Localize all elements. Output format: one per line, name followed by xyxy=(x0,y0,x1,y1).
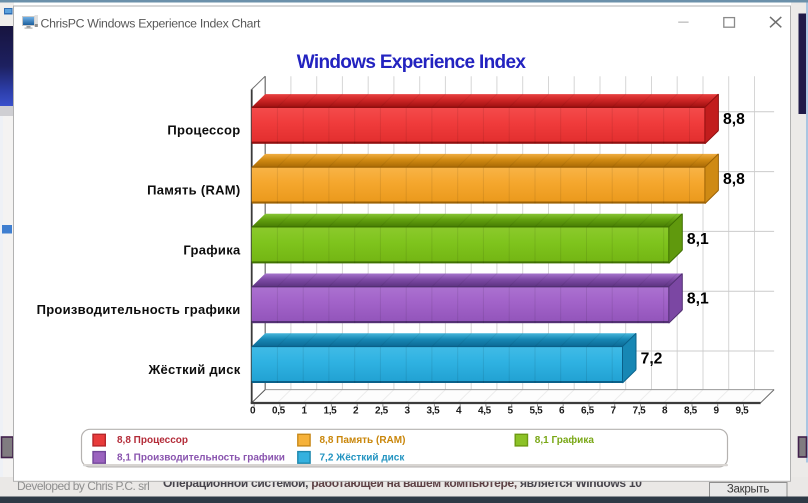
svg-text:7,2: 7,2 xyxy=(641,350,663,367)
svg-text:8,8: 8,8 xyxy=(723,171,745,188)
svg-text:6: 6 xyxy=(559,406,565,417)
svg-text:Память (RAM): Память (RAM) xyxy=(147,183,240,198)
svg-text:8,1 Графика: 8,1 Графика xyxy=(535,434,595,446)
svg-text:9: 9 xyxy=(714,406,720,417)
svg-text:Жёсткий диск: Жёсткий диск xyxy=(147,362,240,377)
svg-text:Производительность графики: Производительность графики xyxy=(37,302,241,317)
svg-text:Developed by Chris P.C. srl: Developed by Chris P.C. srl xyxy=(17,479,149,493)
svg-text:0: 0 xyxy=(250,406,256,417)
svg-text:7,2 Жёсткий диск: 7,2 Жёсткий диск xyxy=(320,453,406,464)
svg-text:8,1: 8,1 xyxy=(687,291,709,308)
svg-text:9,5: 9,5 xyxy=(736,406,750,417)
svg-text:1,5: 1,5 xyxy=(324,406,338,417)
svg-text:6,5: 6,5 xyxy=(581,406,595,417)
svg-text:Процессор: Процессор xyxy=(167,123,240,138)
svg-text:8,8: 8,8 xyxy=(723,111,745,128)
svg-text:ChrisPC Windows Experience Ind: ChrisPC Windows Experience Index Chart xyxy=(41,16,261,30)
svg-text:8,1 Производительность графики: 8,1 Производительность графики xyxy=(117,452,285,464)
svg-text:5: 5 xyxy=(508,406,514,417)
svg-text:8: 8 xyxy=(662,406,668,417)
svg-text:Windows Experience Index: Windows Experience Index xyxy=(297,52,527,73)
svg-text:3: 3 xyxy=(405,406,411,417)
svg-text:4: 4 xyxy=(456,406,462,417)
svg-text:3,5: 3,5 xyxy=(427,406,441,417)
svg-text:7,5: 7,5 xyxy=(633,406,647,417)
svg-text:0,5: 0,5 xyxy=(272,406,286,417)
svg-text:Графика: Графика xyxy=(183,242,241,257)
svg-text:4,5: 4,5 xyxy=(478,406,492,417)
svg-text:Закрыть: Закрыть xyxy=(727,484,770,496)
svg-text:5,5: 5,5 xyxy=(530,406,544,417)
svg-text:1: 1 xyxy=(302,406,308,417)
svg-text:8,8 Память (RAM): 8,8 Память (RAM) xyxy=(320,435,406,446)
svg-text:2: 2 xyxy=(353,406,359,417)
svg-text:8,8 Процессор: 8,8 Процессор xyxy=(117,435,188,446)
svg-text:7: 7 xyxy=(611,406,617,417)
svg-text:8,5: 8,5 xyxy=(684,406,698,417)
svg-text:8,1: 8,1 xyxy=(687,231,709,248)
svg-text:2,5: 2,5 xyxy=(375,406,389,417)
